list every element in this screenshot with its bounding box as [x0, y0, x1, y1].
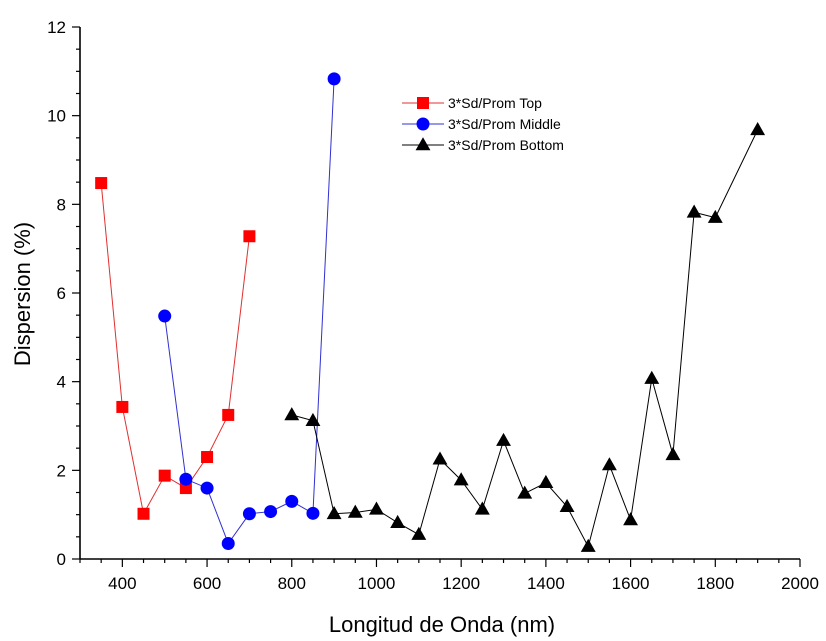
data-point [474, 501, 490, 515]
data-point [390, 514, 406, 528]
data-point [686, 204, 702, 218]
legend-marker [417, 97, 429, 109]
data-point [496, 432, 511, 446]
data-point [284, 407, 300, 421]
y-tick-label: 6 [57, 284, 66, 303]
legend-marker [415, 137, 431, 151]
y-axis-title: Dispersion (%) [10, 222, 35, 366]
data-point [242, 507, 256, 521]
data-point [158, 309, 172, 323]
data-point [347, 504, 363, 518]
series-line [291, 129, 759, 548]
data-point [432, 451, 448, 465]
data-point [580, 538, 596, 552]
x-tick-label: 2000 [781, 574, 819, 593]
axes: 400 600 800 1000 1200 1400 1600 1800 2000 0 2 4 6 8 10… [47, 18, 819, 593]
series-square [95, 177, 256, 520]
data-point [264, 505, 278, 519]
data-point [559, 498, 575, 512]
data-point [411, 526, 427, 540]
data-point [750, 122, 766, 136]
y-tick-label: 10 [47, 107, 66, 126]
data-point [538, 474, 554, 489]
data-point [305, 412, 321, 426]
x-tick-label: 1200 [442, 574, 480, 593]
y-tick-label: 8 [57, 195, 66, 214]
legend-item: 3*Sd/Prom Top [402, 95, 542, 111]
series-circle [158, 72, 341, 550]
y-tick-label: 0 [57, 550, 66, 569]
y-tick-label: 4 [57, 373, 66, 392]
data-point [623, 512, 639, 526]
y-tick-label: 2 [57, 461, 66, 480]
data-point [158, 469, 171, 482]
x-tick-label: 400 [108, 574, 136, 593]
series-layer [95, 72, 766, 552]
x-tick-label: 600 [193, 574, 221, 593]
data-point [453, 472, 469, 486]
data-point [517, 485, 533, 499]
data-point [327, 72, 341, 86]
legend-label: 3*Sd/Prom Middle [448, 116, 561, 132]
data-point [707, 209, 723, 223]
data-point [95, 177, 108, 190]
data-point [116, 400, 129, 413]
x-axis-title: Longitud de Onda (nm) [329, 612, 555, 637]
data-point [326, 505, 342, 520]
legend: 3*Sd/Prom Top 3*Sd/Prom Middle 3*Sd/Prom B… [402, 95, 564, 153]
data-point [179, 472, 193, 486]
data-point [221, 536, 235, 550]
legend-item: 3*Sd/Prom Bottom [402, 137, 564, 153]
x-tick-label: 1800 [696, 574, 734, 593]
data-point [137, 507, 150, 520]
data-point [644, 370, 660, 384]
x-tick-label: 1400 [527, 574, 565, 593]
series-line [164, 78, 335, 545]
data-point [601, 457, 617, 471]
data-point [243, 230, 256, 243]
data-point [222, 408, 235, 421]
data-point [369, 501, 384, 515]
legend-marker [416, 117, 430, 131]
y-tick-label: 12 [47, 18, 66, 37]
x-tick-label: 1600 [612, 574, 650, 593]
x-tick-label: 800 [278, 574, 306, 593]
x-tick-label: 1000 [358, 574, 396, 593]
data-point [201, 451, 214, 464]
series-triangle [284, 122, 766, 552]
legend-item: 3*Sd/Prom Middle [402, 116, 561, 132]
data-point [285, 494, 299, 508]
data-point [665, 447, 681, 461]
legend-label: 3*Sd/Prom Top [448, 95, 542, 111]
data-point [306, 506, 320, 520]
series-line [100, 183, 250, 516]
legend-label: 3*Sd/Prom Bottom [448, 137, 564, 153]
data-point [179, 482, 192, 495]
data-point [200, 481, 214, 495]
